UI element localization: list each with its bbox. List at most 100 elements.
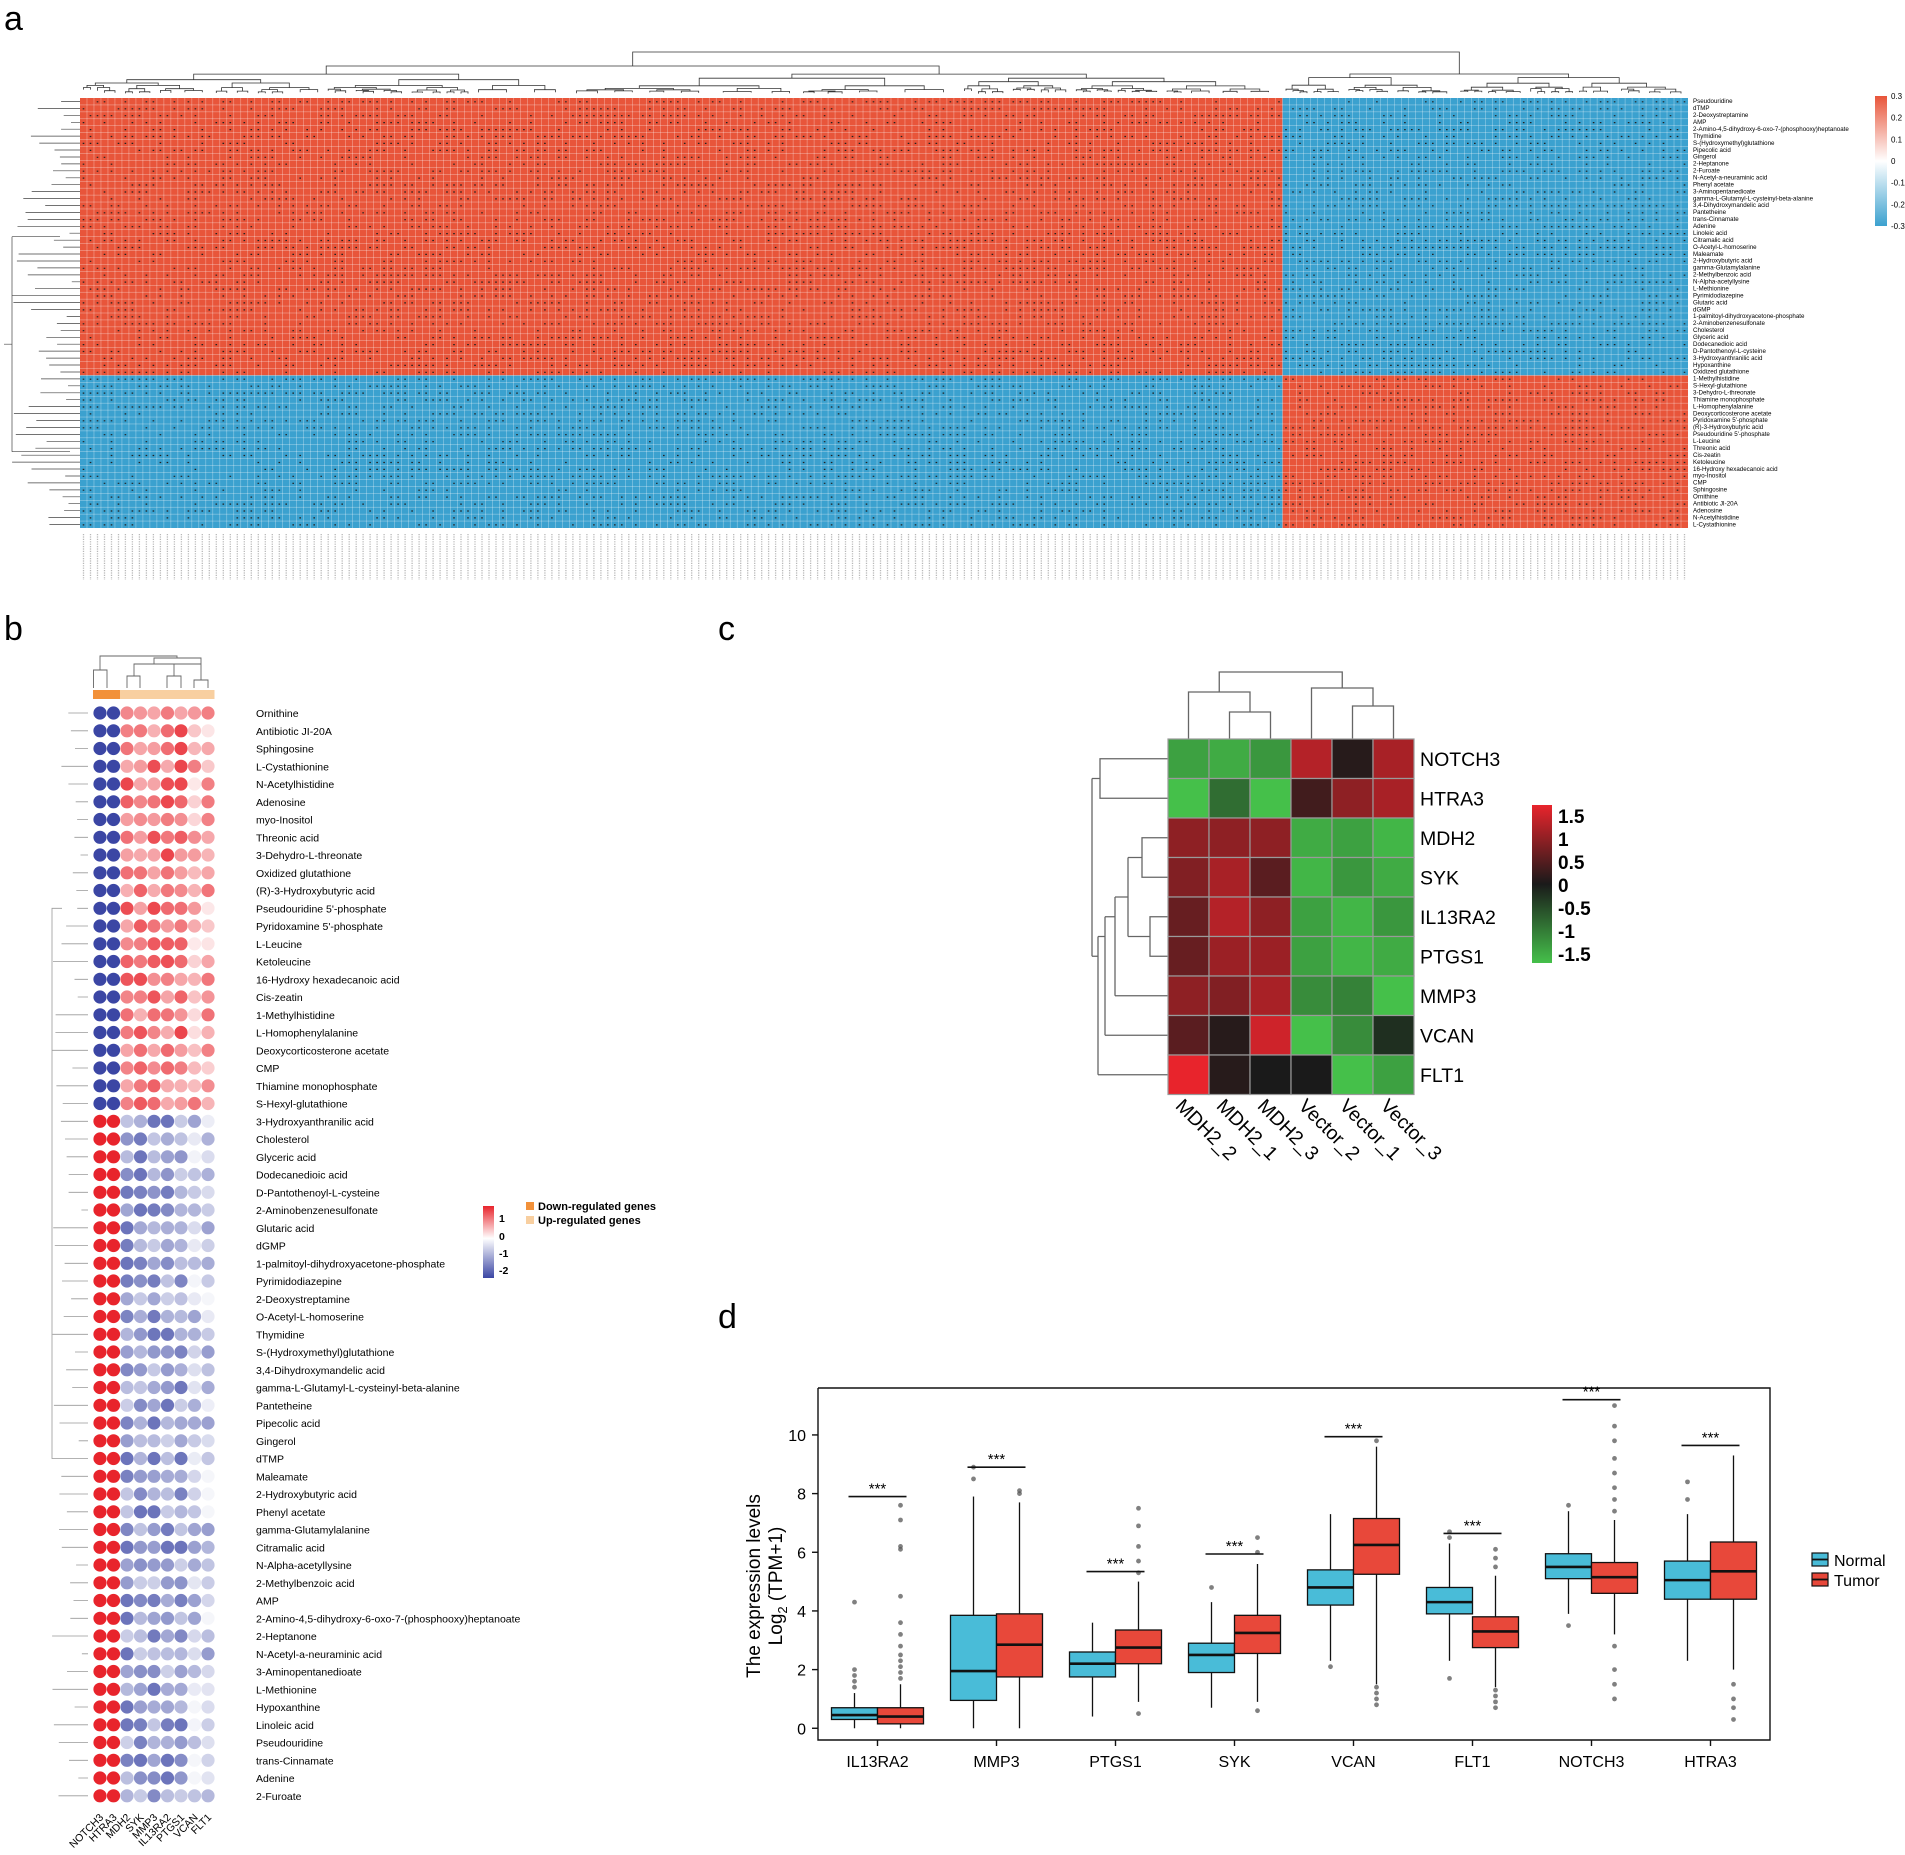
dot bbox=[133, 1540, 148, 1554]
group-bar-cell bbox=[93, 690, 107, 699]
dot bbox=[201, 741, 215, 756]
dot bbox=[133, 990, 148, 1004]
dot bbox=[93, 1327, 107, 1341]
dot bbox=[147, 741, 161, 756]
dot bbox=[120, 1008, 134, 1022]
row-label: MMP3 bbox=[1420, 986, 1476, 1008]
row-label: 2-Heptanone bbox=[256, 1631, 317, 1643]
row-label: MDH2 bbox=[1420, 828, 1475, 850]
dot bbox=[160, 830, 175, 844]
dot bbox=[106, 1629, 121, 1643]
dot bbox=[133, 1718, 148, 1732]
dot bbox=[201, 1629, 215, 1643]
dot bbox=[133, 954, 148, 969]
dot bbox=[120, 1221, 134, 1235]
dot bbox=[174, 1469, 188, 1483]
dot bbox=[201, 1079, 215, 1093]
row-label: Thiamine monophosphate bbox=[1693, 396, 1765, 403]
dot bbox=[106, 1238, 121, 1253]
dot bbox=[106, 1416, 121, 1430]
row-label: Pyrimidodiazepine bbox=[1693, 292, 1744, 299]
dot bbox=[106, 1114, 121, 1128]
legend-tick: -2 bbox=[499, 1265, 508, 1277]
dot bbox=[201, 1167, 215, 1182]
dot bbox=[147, 1380, 161, 1395]
dot bbox=[160, 1274, 175, 1288]
dot bbox=[93, 706, 107, 720]
dot bbox=[120, 1114, 134, 1128]
heat-cell bbox=[1249, 856, 1292, 898]
row-label: gamma-L-Glutamyl-L-cysteinyl-beta-alanin… bbox=[1693, 195, 1814, 202]
row-label: Maleamate bbox=[256, 1471, 308, 1483]
row-label: Pyridoxamine 5'-phosphate bbox=[256, 921, 383, 933]
dot bbox=[106, 1487, 121, 1501]
panel-a-dendrogram bbox=[4, 51, 1682, 525]
outlier bbox=[1612, 1485, 1617, 1491]
row-label: L-Cystathionine bbox=[256, 761, 329, 773]
dot bbox=[160, 1238, 175, 1253]
dot bbox=[147, 919, 161, 933]
dot bbox=[187, 1629, 202, 1643]
dot bbox=[201, 1469, 215, 1483]
dot bbox=[187, 1487, 202, 1501]
heat-cell bbox=[1167, 896, 1210, 938]
row-label: Hypoxanthine bbox=[256, 1702, 320, 1714]
dot bbox=[93, 1398, 107, 1412]
panel-c-row-labels: NOTCH3 HTRA3 MDH2 SYK IL13RA2 PTGS1 MMP3 VCAN FL… bbox=[1420, 749, 1500, 1087]
group-bar-cell bbox=[106, 690, 120, 699]
dot bbox=[147, 1327, 161, 1341]
legend-tick: 0.1 bbox=[1891, 135, 1903, 144]
dot bbox=[201, 1061, 215, 1075]
outlier bbox=[898, 1652, 903, 1658]
dot bbox=[201, 1522, 215, 1537]
dot bbox=[174, 1292, 188, 1306]
outlier bbox=[1136, 1523, 1141, 1529]
dot bbox=[174, 1416, 188, 1430]
dot bbox=[106, 1345, 121, 1359]
outlier bbox=[1731, 1681, 1736, 1687]
top-dendrogram bbox=[93, 655, 209, 688]
dot bbox=[133, 1256, 148, 1270]
box-tumor bbox=[1471, 1546, 1520, 1711]
outlier bbox=[898, 1664, 903, 1670]
dot bbox=[147, 1753, 161, 1767]
dot bbox=[187, 1008, 202, 1022]
row-label: 3-Dehydro-L-threonate bbox=[256, 850, 362, 862]
dot bbox=[93, 1274, 107, 1288]
row-label: Thymidine bbox=[1693, 133, 1722, 140]
outlier bbox=[1612, 1470, 1617, 1476]
dot bbox=[147, 812, 161, 827]
row-label: 3-Hydroxyanthranilic acid bbox=[1693, 355, 1763, 362]
outlier bbox=[852, 1678, 857, 1684]
row-label: Citramalic acid bbox=[1693, 237, 1734, 244]
dot bbox=[201, 990, 215, 1004]
row-label: D-Pantothenoyl-L-cysteine bbox=[256, 1187, 380, 1199]
dot bbox=[187, 954, 202, 969]
dot bbox=[147, 1132, 161, 1146]
dot bbox=[174, 1256, 188, 1270]
dot bbox=[174, 706, 188, 720]
dot bbox=[93, 830, 107, 844]
panel-d-y-axis-label: The expression levels bbox=[744, 1494, 765, 1678]
dot bbox=[201, 1593, 215, 1608]
dot bbox=[133, 1522, 148, 1537]
group-bar-cell bbox=[187, 690, 201, 699]
group-bar-cell bbox=[120, 690, 134, 699]
panel-c-color-legend: 1.510.50-0.5-1-1.5 bbox=[1532, 805, 1591, 966]
heat-cell bbox=[1372, 738, 1415, 780]
dot bbox=[133, 1611, 148, 1625]
dot bbox=[174, 1771, 188, 1785]
heat-cell bbox=[1331, 817, 1374, 859]
dot bbox=[201, 777, 215, 791]
dot bbox=[120, 1256, 134, 1270]
heat-cell bbox=[1167, 738, 1210, 780]
outlier bbox=[1612, 1497, 1617, 1502]
panel-b-dots bbox=[93, 690, 215, 1803]
dot bbox=[93, 812, 107, 827]
dot bbox=[187, 1256, 202, 1270]
dot bbox=[120, 1043, 134, 1057]
dot bbox=[120, 1150, 134, 1164]
dot bbox=[201, 919, 215, 933]
dot bbox=[147, 866, 161, 880]
